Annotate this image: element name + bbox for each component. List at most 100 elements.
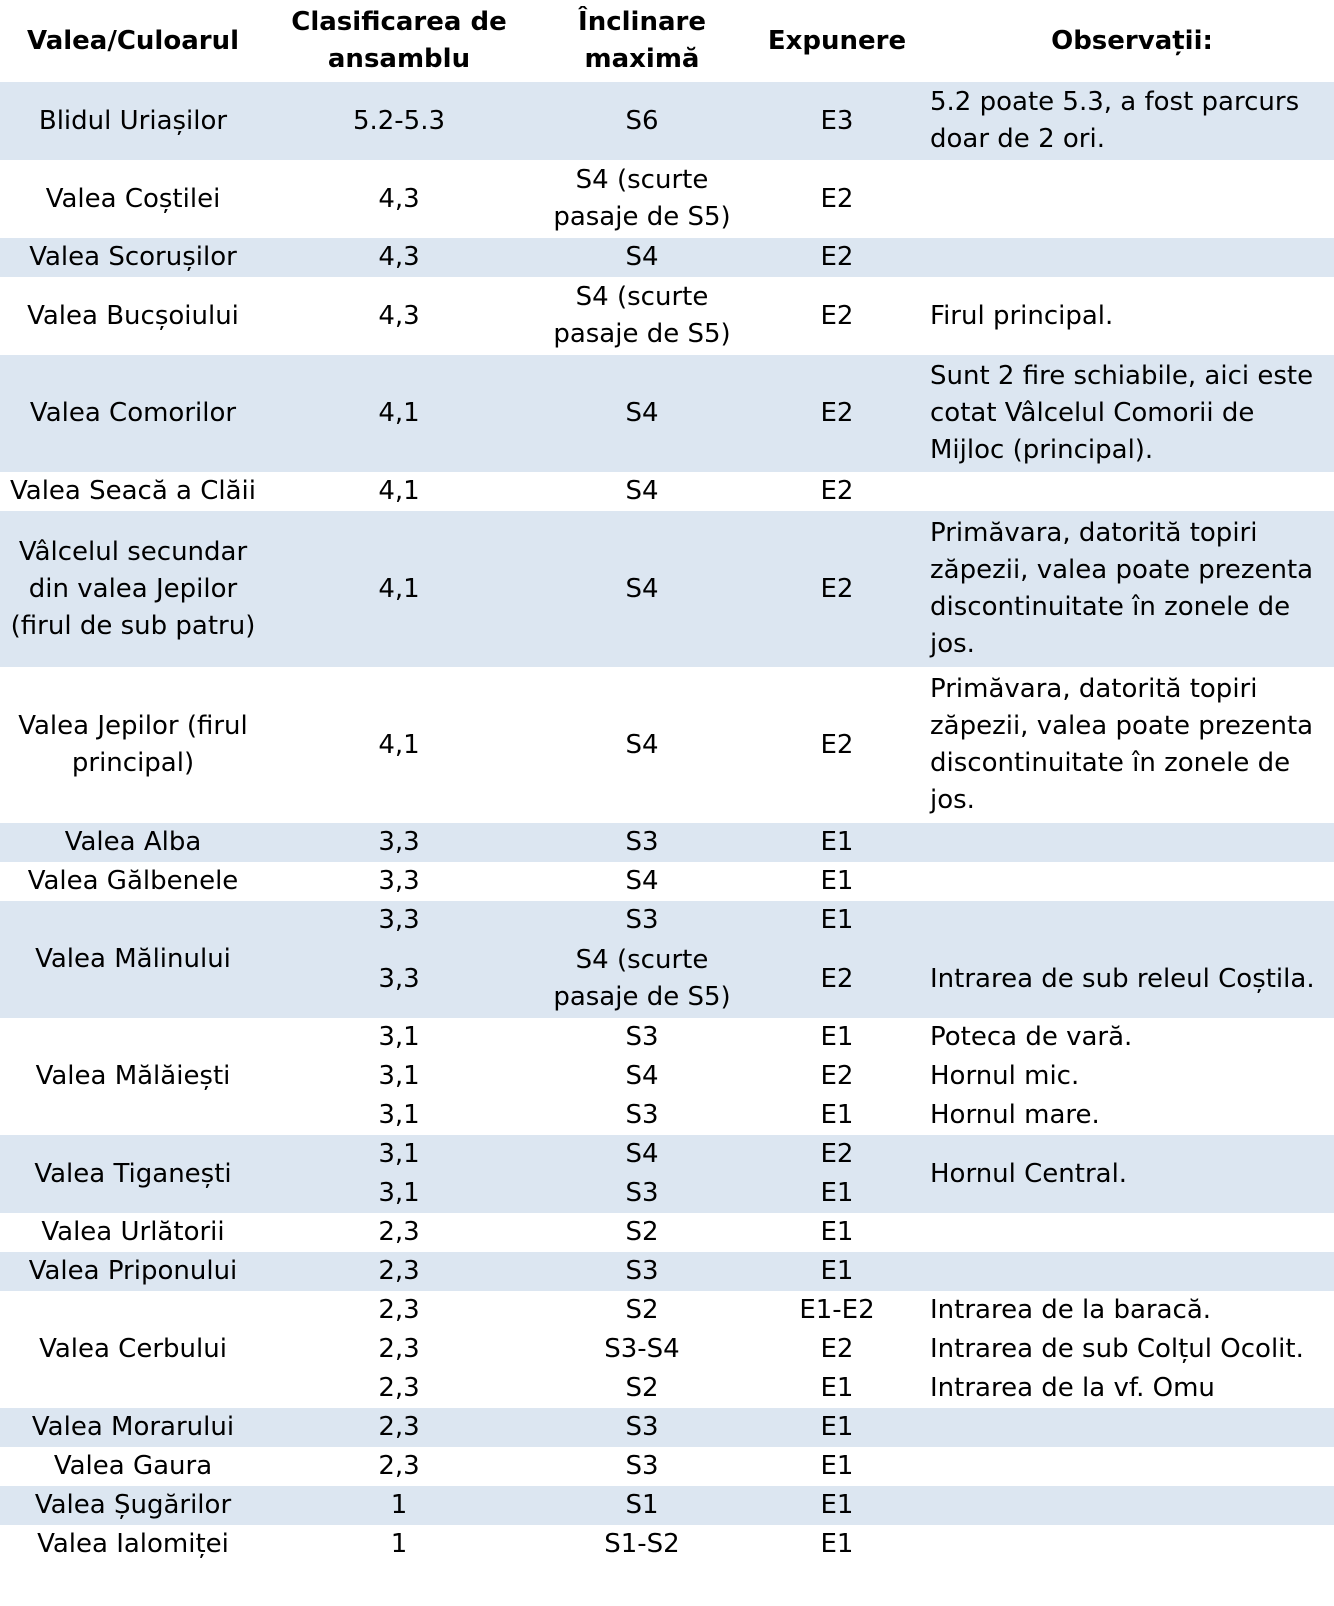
observations-cell: [930, 1252, 1334, 1291]
observations-cell: [930, 472, 1334, 511]
classification-cell: 4,1: [378, 476, 420, 506]
max-slope-cell: S4: [625, 476, 659, 506]
exposure-cell: E2: [820, 573, 854, 604]
observations-cell: [930, 901, 1334, 940]
valley-name: Valea Gălbenele: [27, 866, 239, 896]
header-classification: Clasificarea de ansamblu: [291, 7, 507, 74]
classification-cell: 4,3: [378, 300, 420, 331]
classification-cell: 2,3: [378, 1412, 420, 1442]
table-row-group: Valea Șugărilor 1 S1 E1: [0, 1486, 1334, 1525]
valley-name: Valea Jepilor (firul principal): [18, 711, 248, 778]
header-exposure: Expunere: [767, 25, 907, 56]
exposure-cell: E1: [820, 866, 854, 896]
classification-cell: 3,1: [378, 1022, 420, 1052]
max-slope-cell: S4 (scurte pasaje de S5): [553, 165, 731, 232]
table-row-group: Blidul Uriașilor 5.2-5.3 S6 E3 5.2 poate 5.3…: [0, 82, 1334, 160]
valley-name: Valea Bucșoiului: [27, 300, 239, 331]
valley-name: Valea Mălinului: [35, 944, 231, 974]
table-row-group: Valea Gălbenele 3,3 S4 E1: [0, 862, 1334, 901]
exposure-cell: E1: [820, 827, 854, 857]
exposure-cell: E2: [820, 398, 854, 428]
max-slope-cell: S3: [625, 827, 659, 857]
classification-cell: 3,3: [378, 866, 420, 896]
classification-cell: 2,3: [378, 1217, 420, 1247]
max-slope-cell: S6: [625, 105, 659, 136]
observations-cell: 5.2 poate 5.3, a fost parcurs doar de 2 …: [930, 87, 1300, 154]
table-row-group: Valea Bucșoiului 4,3 S4 (scurte pasaje de …: [0, 277, 1334, 355]
valley-name: Valea Gaura: [53, 1451, 213, 1481]
table-row-group: Valea Coștilei 4,3 S4 (scurte pasaje de S5…: [0, 160, 1334, 238]
header-max-slope: Înclinare maximă: [578, 7, 706, 74]
max-slope-cell: S2: [625, 1295, 659, 1325]
valley-name: Valea Priponului: [28, 1256, 238, 1286]
observations-cell: Hornul mic.: [930, 1061, 1080, 1091]
observations-cell: [930, 1447, 1334, 1486]
classification-cell: 2,3: [378, 1334, 420, 1364]
observations-cell: Intrarea de sub Colțul Ocolit.: [930, 1334, 1304, 1364]
table-row-group: Valea Seacă a Clăii 4,1 S4 E2: [0, 472, 1334, 511]
observations-cell: Hornul Central.: [930, 1158, 1128, 1189]
exposure-cell: E1-E2: [799, 1295, 875, 1325]
max-slope-cell: S2: [625, 1373, 659, 1403]
exposure-cell: E3: [820, 105, 854, 136]
observations-cell: [930, 1525, 1334, 1564]
table-row-group: Valea Cerbului 2,3 S2 E1-E2 Intrarea de la b…: [0, 1291, 1334, 1408]
observations-cell: Intrarea de la vf. Omu: [930, 1373, 1215, 1403]
exposure-cell: E1: [820, 1022, 854, 1052]
classification-cell: 4,3: [378, 183, 420, 214]
observations-cell: Primăvara, datorită topiri zăpezii, vale…: [930, 674, 1314, 815]
header-observations: Observații:: [1051, 25, 1213, 56]
classification-cell: 3,3: [378, 905, 420, 935]
exposure-cell: E1: [820, 905, 854, 935]
valley-name: Valea Mălăiești: [35, 1061, 231, 1091]
table-row-group: Valea Mălinului 3,3 S3 E1 3,3 S4 (scurte pasa…: [0, 901, 1334, 1018]
valley-name: Valea Tiganești: [34, 1158, 232, 1189]
max-slope-cell: S4: [625, 729, 659, 760]
exposure-cell: E2: [820, 1061, 854, 1091]
classification-cell: 3,1: [378, 1139, 420, 1169]
valley-name: Valea Coștilei: [45, 183, 221, 214]
max-slope-cell: S3: [625, 1178, 659, 1208]
observations-cell: [930, 238, 1334, 277]
table-header: Valea/Culoarul Clasificarea de ansamblu …: [0, 0, 1334, 82]
exposure-cell: E1: [820, 1529, 854, 1559]
max-slope-cell: S4: [625, 1061, 659, 1091]
observations-cell: [930, 1486, 1334, 1525]
exposure-cell: E1: [820, 1100, 854, 1130]
valley-name: Valea Ialomiței: [37, 1529, 229, 1559]
table-row-group: Valea Mălăiești 3,1 S3 E1 Poteca de vară. 3,1…: [0, 1018, 1334, 1135]
exposure-cell: E1: [820, 1451, 854, 1481]
max-slope-cell: S1: [625, 1490, 659, 1520]
max-slope-cell: S4: [625, 866, 659, 896]
valley-name: Valea Comorilor: [29, 398, 237, 428]
exposure-cell: E2: [820, 963, 854, 994]
classification-cell: 4,1: [378, 729, 420, 760]
classification-cell: 4,3: [378, 242, 420, 272]
valley-name: Valea Urlătorii: [41, 1217, 225, 1247]
exposure-cell: E2: [820, 476, 854, 506]
exposure-cell: E1: [820, 1490, 854, 1520]
observations-cell: [930, 862, 1334, 901]
header-valley: Valea/Culoarul: [27, 25, 239, 56]
table-row-group: Valea Morarului 2,3 S3 E1: [0, 1408, 1334, 1447]
table-row-group: Valea Urlătorii 2,3 S2 E1: [0, 1213, 1334, 1252]
exposure-cell: E2: [820, 300, 854, 331]
observations-cell: Sunt 2 fire schiabile, aici este cotat V…: [930, 361, 1314, 465]
observations-cell: Intrarea de la baracă.: [930, 1295, 1212, 1325]
max-slope-cell: S3: [625, 1412, 659, 1442]
observations-cell: Firul principal.: [930, 300, 1114, 331]
max-slope-cell: S3: [625, 1451, 659, 1481]
table-row-group: Valea Priponului 2,3 S3 E1: [0, 1252, 1334, 1291]
exposure-cell: E2: [820, 729, 854, 760]
max-slope-cell: S4 (scurte pasaje de S5): [553, 945, 731, 1012]
exposure-cell: E2: [820, 242, 854, 272]
table-row-group: Valea Alba 3,3 S3 E1: [0, 823, 1334, 862]
max-slope-cell: S4: [625, 398, 659, 428]
exposure-cell: E1: [820, 1373, 854, 1403]
table-row-group: Valea Gaura 2,3 S3 E1: [0, 1447, 1334, 1486]
max-slope-cell: S4: [625, 242, 659, 272]
table-row-group: Valea Scorușilor 4,3 S4 E2: [0, 238, 1334, 277]
table-row-group: Vâlcelul secundar din valea Jepilor (fir…: [0, 511, 1334, 667]
exposure-cell: E1: [820, 1256, 854, 1286]
classification-cell: 2,3: [378, 1295, 420, 1325]
